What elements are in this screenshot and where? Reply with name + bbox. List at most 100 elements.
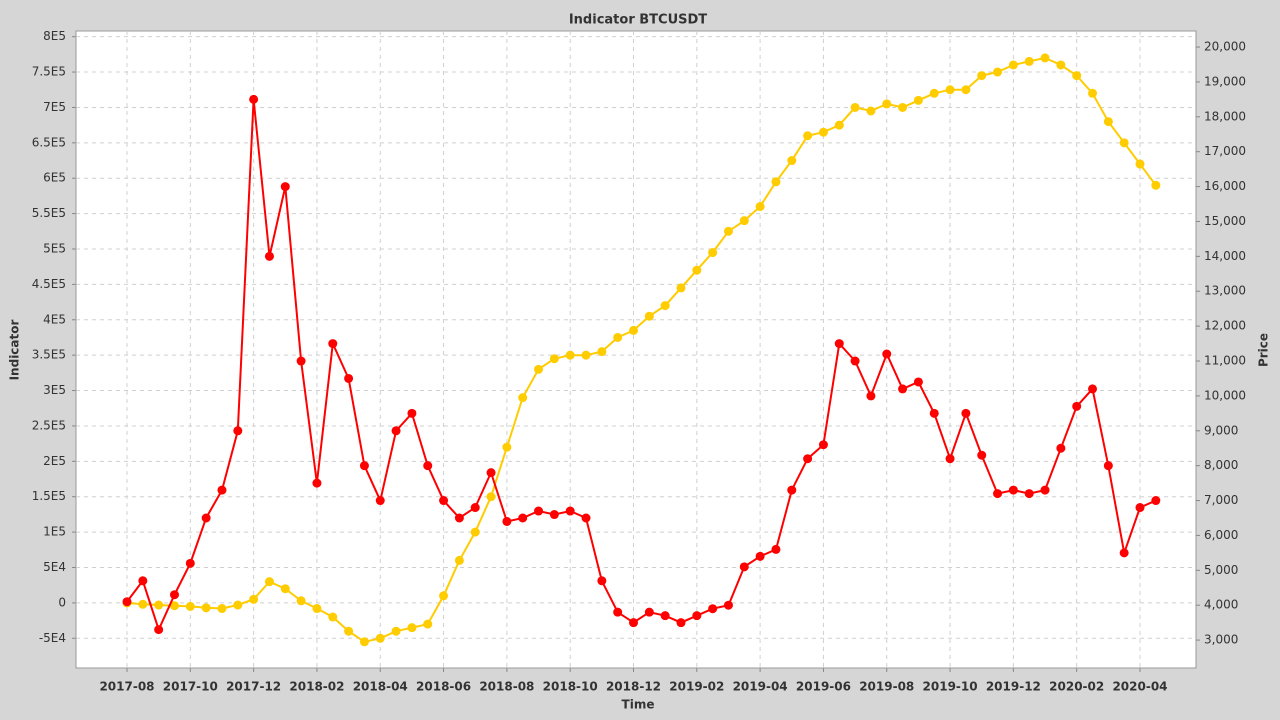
data-point xyxy=(708,604,718,614)
y-tick-label: 2E5 xyxy=(43,454,66,468)
x-tick-label: 2018-04 xyxy=(353,680,408,694)
data-point xyxy=(296,596,306,606)
data-point xyxy=(1024,56,1034,66)
x-tick-label: 2019-06 xyxy=(796,680,851,694)
y-tick-label: 7.5E5 xyxy=(32,65,66,79)
data-point xyxy=(549,510,559,520)
y-tick-label: 6E5 xyxy=(43,171,66,185)
data-point xyxy=(502,516,512,526)
y2-tick-label: 5,000 xyxy=(1204,563,1238,577)
y2-tick-label: 14,000 xyxy=(1204,249,1246,263)
x-tick-label: 2018-12 xyxy=(606,680,661,694)
data-point xyxy=(312,604,322,614)
x-tick-label: 2017-12 xyxy=(226,680,281,694)
data-point xyxy=(439,591,449,601)
x-tick-label: 2020-02 xyxy=(1049,680,1104,694)
y2-tick-label: 11,000 xyxy=(1204,354,1246,368)
y-tick-label: 7E5 xyxy=(43,100,66,114)
data-point xyxy=(1008,60,1018,70)
data-point xyxy=(803,454,813,464)
data-point xyxy=(249,594,259,604)
data-point xyxy=(439,496,449,506)
data-point xyxy=(787,485,797,495)
data-point xyxy=(1103,461,1113,471)
data-point xyxy=(581,513,591,523)
data-point xyxy=(1040,485,1050,495)
chart-title: Indicator BTCUSDT xyxy=(569,13,707,28)
data-point xyxy=(961,85,971,95)
data-point xyxy=(834,120,844,130)
data-point xyxy=(185,558,195,568)
data-point xyxy=(312,478,322,488)
data-point xyxy=(1088,88,1098,98)
y-axis-label: Indicator xyxy=(8,320,22,381)
data-point xyxy=(344,373,354,383)
data-point xyxy=(818,127,828,137)
x-tick-label: 2020-04 xyxy=(1112,680,1167,694)
data-point xyxy=(264,251,274,261)
data-point xyxy=(486,492,496,502)
y-tick-label: 2.5E5 xyxy=(32,418,66,432)
data-point xyxy=(866,106,876,116)
x-tick-label: 2019-12 xyxy=(986,680,1041,694)
data-point xyxy=(961,408,971,418)
data-point xyxy=(233,426,243,436)
data-point xyxy=(977,71,987,81)
y2-tick-label: 3,000 xyxy=(1204,633,1238,647)
x-tick-label: 2019-10 xyxy=(923,680,978,694)
data-point xyxy=(1119,138,1129,148)
y-tick-label: 1.5E5 xyxy=(32,489,66,503)
data-point xyxy=(945,454,955,464)
data-point xyxy=(929,88,939,98)
data-point xyxy=(993,489,1003,499)
y2-tick-label: 12,000 xyxy=(1204,319,1246,333)
data-point xyxy=(1151,180,1161,190)
x-tick-label: 2018-02 xyxy=(289,680,344,694)
y2-tick-label: 10,000 xyxy=(1204,388,1246,402)
data-point xyxy=(692,611,702,621)
data-point xyxy=(534,364,544,374)
data-point xyxy=(676,283,686,293)
data-point xyxy=(454,555,464,565)
data-point xyxy=(803,131,813,141)
y2-tick-label: 18,000 xyxy=(1204,109,1246,123)
y-tick-label: 5E4 xyxy=(43,560,66,574)
data-point xyxy=(1103,117,1113,127)
data-point xyxy=(660,611,670,621)
data-point xyxy=(328,339,338,349)
data-point xyxy=(454,513,464,523)
y2-tick-label: 19,000 xyxy=(1204,74,1246,88)
data-point xyxy=(549,354,559,364)
data-point xyxy=(154,600,164,610)
y-tick-label: 1E5 xyxy=(43,525,66,539)
y-tick-label: 4.5E5 xyxy=(32,277,66,291)
data-point xyxy=(739,216,749,226)
data-point xyxy=(1135,159,1145,169)
data-point xyxy=(629,618,638,628)
data-point xyxy=(771,544,781,554)
data-point xyxy=(850,356,860,366)
y2-tick-label: 7,000 xyxy=(1204,493,1238,507)
data-point xyxy=(264,577,274,587)
x-tick-label: 2018-08 xyxy=(479,680,534,694)
data-point xyxy=(1024,489,1034,499)
data-point xyxy=(1119,548,1129,558)
data-point xyxy=(407,408,417,418)
data-point xyxy=(898,102,908,112)
y-tick-label: 8E5 xyxy=(43,29,66,43)
data-point xyxy=(913,377,923,387)
series-line xyxy=(126,99,1157,633)
data-point xyxy=(1072,401,1082,411)
data-point xyxy=(502,442,512,452)
y-tick-label: 4E5 xyxy=(43,312,66,326)
data-point xyxy=(423,461,433,471)
data-point xyxy=(581,350,591,360)
data-point xyxy=(328,612,338,622)
data-point xyxy=(1088,384,1098,394)
data-point xyxy=(660,301,670,311)
y-tick-label: 3E5 xyxy=(43,383,66,397)
data-point xyxy=(1135,503,1145,513)
data-point xyxy=(217,485,227,495)
data-point xyxy=(407,623,417,633)
data-point xyxy=(692,265,702,275)
